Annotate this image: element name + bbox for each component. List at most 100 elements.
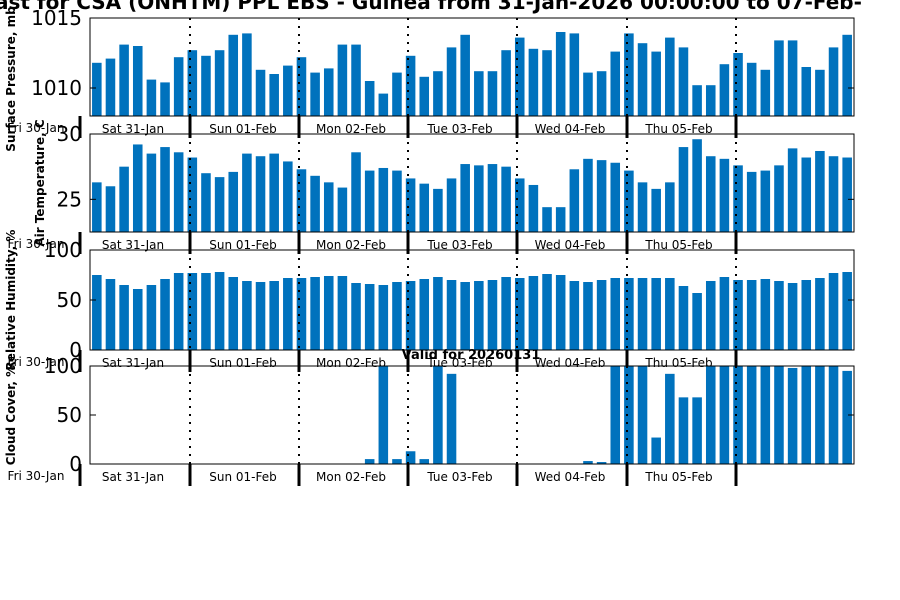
data-bar: [651, 188, 661, 232]
data-bar: [624, 366, 634, 464]
data-bar: [460, 282, 470, 350]
data-bar: [446, 47, 457, 116]
data-bar: [173, 273, 184, 350]
data-bar: [583, 72, 593, 116]
data-bar: [528, 184, 539, 232]
x-tick-label: Mon 02-Feb: [316, 470, 386, 484]
data-bar: [446, 178, 457, 232]
data-bar: [610, 162, 621, 232]
data-bar: [501, 50, 511, 117]
data-bar: [815, 366, 825, 464]
data-bar: [92, 62, 102, 116]
data-bar: [201, 173, 211, 232]
data-bar: [542, 207, 552, 232]
data-bar: [705, 156, 716, 232]
y-tick-label: 50: [57, 403, 82, 427]
data-bar: [760, 279, 771, 350]
data-bar: [92, 275, 102, 350]
y-tick-label: 1015: [31, 6, 82, 30]
y-axis-label: Relative Humidity, %: [4, 230, 18, 371]
x-tick-label: Sun 01-Feb: [209, 470, 277, 484]
data-bar: [610, 51, 621, 116]
data-bar: [828, 156, 839, 232]
data-bar: [705, 366, 716, 464]
data-bar: [596, 71, 607, 116]
data-bar: [351, 152, 361, 232]
data-bar: [624, 33, 634, 116]
data-bar: [296, 169, 307, 232]
data-bar: [296, 57, 307, 116]
data-bar: [815, 150, 825, 232]
x-tick-label: Sat 31-Jan: [102, 238, 164, 252]
data-bar: [842, 34, 852, 116]
data-bar: [692, 293, 702, 350]
y-tick-label: 100: [44, 238, 82, 262]
data-bar: [828, 47, 839, 116]
data-bar: [665, 278, 675, 350]
data-bar: [105, 279, 116, 350]
data-bar: [119, 285, 129, 350]
data-bar: [815, 69, 825, 116]
data-bar: [569, 169, 580, 232]
panel-2: 25 30 Air Temperature, C Sat 31-Jan Sun 01-F…: [8, 119, 855, 254]
data-bar: [173, 152, 184, 232]
data-bar: [323, 182, 334, 232]
data-bar: [733, 53, 743, 116]
data-bar: [678, 47, 689, 116]
x-start-label: Fri 30-Jan: [8, 237, 65, 251]
y-axis-label: Surface Pressure, mb: [4, 6, 18, 152]
data-bar: [637, 182, 648, 232]
data-bar: [392, 282, 402, 350]
data-bar: [842, 157, 852, 232]
data-bar: [337, 276, 348, 350]
data-bar: [514, 37, 525, 116]
data-bar: [746, 171, 757, 232]
data-bar: [405, 451, 416, 464]
data-bar: [774, 366, 784, 464]
data-bar: [105, 186, 116, 232]
data-bar: [665, 373, 675, 464]
data-bar: [719, 64, 730, 116]
data-bar: [187, 50, 198, 117]
data-bar: [119, 166, 129, 232]
data-bar: [146, 285, 157, 350]
data-bar: [828, 273, 839, 350]
data-bar: [92, 182, 102, 232]
y-axis-label: Cloud Cover, %: [4, 365, 18, 465]
data-bar: [760, 366, 771, 464]
x-tick-label: Thu 05-Feb: [644, 238, 712, 252]
x-tick-label: Sun 01-Feb: [209, 238, 277, 252]
data-bar: [719, 366, 730, 464]
figure-title: ast for CSA (ONHTM) PPL EBS - Guinea fro…: [0, 0, 862, 14]
x-tick-label: Tue 03-Feb: [426, 238, 492, 252]
data-bar: [842, 370, 852, 464]
data-bar: [474, 281, 484, 350]
data-bar: [705, 281, 716, 350]
data-bar: [351, 283, 361, 350]
data-bar: [392, 72, 402, 116]
x-tick-label: Sat 31-Jan: [102, 122, 164, 136]
data-bar: [255, 282, 266, 350]
y-tick-label: 30: [57, 122, 82, 146]
data-bar: [828, 366, 839, 464]
data-bar: [146, 153, 157, 232]
data-bar: [774, 165, 784, 232]
data-bar: [733, 280, 743, 350]
y-tick-label: 100: [44, 354, 82, 378]
data-bar: [132, 144, 143, 232]
data-bar: [487, 164, 498, 232]
data-bar: [637, 366, 648, 464]
axes-frame: [89, 17, 855, 117]
data-bar: [651, 51, 661, 116]
data-bar: [201, 273, 211, 350]
data-bar: [733, 165, 743, 232]
y-tick-label: 1010: [31, 76, 82, 100]
data-bar: [337, 44, 348, 116]
data-bar: [760, 170, 771, 232]
data-bar: [310, 277, 320, 350]
data-bar: [187, 157, 198, 232]
data-bar: [214, 50, 225, 117]
data-bar: [637, 278, 648, 350]
data-bar: [583, 461, 593, 464]
